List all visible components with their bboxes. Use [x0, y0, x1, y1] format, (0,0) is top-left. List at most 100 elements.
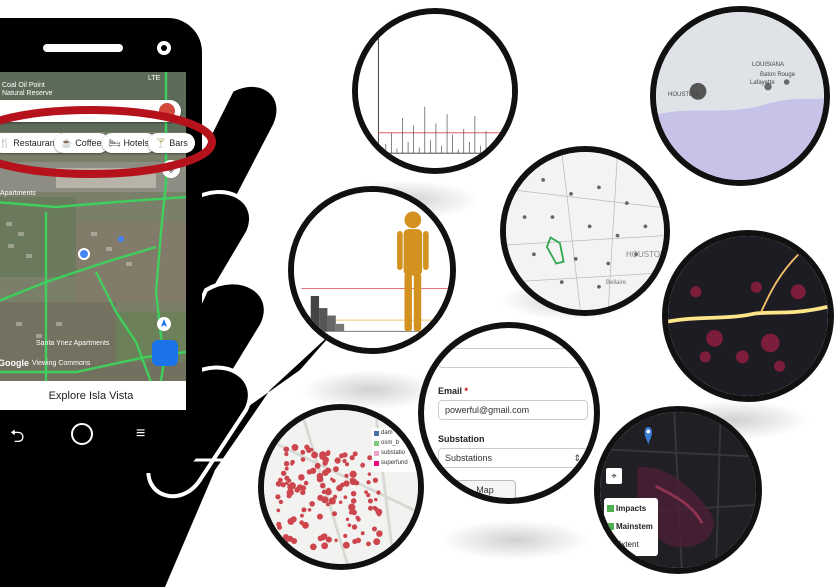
point-marker — [325, 451, 331, 457]
points-map — [264, 410, 418, 564]
point-marker — [280, 470, 287, 476]
point-marker — [360, 531, 365, 536]
highlight-ellipse — [0, 106, 216, 178]
legend-item: substatio — [381, 450, 406, 456]
circle-form[interactable]: Email * powerful@gmail.com Substation Su… — [418, 322, 600, 504]
google-logo: Google — [0, 358, 29, 368]
home-icon[interactable] — [71, 423, 93, 445]
point-marker — [342, 541, 350, 549]
point-marker — [300, 449, 306, 455]
layer-item-mainstem[interactable]: Mainstem — [607, 522, 653, 531]
layer-item-impacts[interactable]: Impacts — [607, 504, 646, 513]
point-marker — [286, 493, 292, 499]
point-marker — [367, 472, 372, 476]
point-marker — [301, 507, 307, 513]
point-marker — [372, 505, 377, 510]
point-marker — [321, 542, 329, 550]
point-marker — [366, 541, 371, 547]
map-button[interactable]: Map — [454, 480, 516, 498]
circle-layers-map[interactable]: ⌖ Impacts Mainstem Extent — [594, 406, 762, 574]
point-marker — [290, 459, 295, 465]
checkbox-checked-icon[interactable] — [607, 505, 614, 512]
coffee-icon: ☕ — [61, 137, 73, 148]
point-marker — [322, 460, 328, 466]
point-marker — [371, 526, 377, 532]
chip-coffee[interactable]: ☕ Coffee — [54, 133, 109, 153]
point-marker — [306, 469, 313, 475]
directions-fab[interactable] — [152, 340, 178, 366]
name-field[interactable] — [438, 348, 588, 368]
chip-label: Hotels — [123, 138, 149, 148]
circle-points-map: dam osm_b substatio superfund — [258, 404, 424, 570]
point-marker — [319, 482, 326, 489]
network-status: LTE — [148, 75, 161, 82]
chip-label: Coffee — [75, 138, 102, 148]
front-camera-icon — [157, 41, 171, 55]
layer-item-extent[interactable]: Extent — [607, 540, 639, 549]
point-marker — [288, 482, 296, 490]
circle-heat-map — [662, 230, 834, 402]
chip-bars[interactable]: 🍸 Bars — [148, 133, 195, 153]
layer-label: Impacts — [616, 504, 647, 513]
point-marker — [283, 461, 290, 467]
point-marker — [300, 457, 306, 462]
point-marker — [287, 517, 295, 525]
point-marker — [287, 478, 292, 483]
shadow — [440, 520, 590, 560]
chip-restaurants[interactable]: 🍴 Restaurants — [0, 133, 69, 153]
map-label: Baton Rouge — [760, 72, 796, 78]
email-field[interactable]: powerful@gmail.com — [438, 400, 588, 420]
layer-label: Extent — [616, 540, 639, 549]
point-marker — [316, 513, 323, 520]
point-marker — [321, 489, 327, 495]
point-marker — [349, 455, 355, 461]
map-label-commons: Viewing Commons — [32, 360, 91, 367]
point-marker — [355, 515, 360, 520]
locate-button[interactable]: ⌖ — [606, 468, 622, 484]
point-marker — [367, 498, 373, 504]
map-label-bellaire: Bellaire — [606, 280, 627, 286]
point-marker — [350, 498, 357, 504]
point-marker — [325, 489, 332, 496]
chip-hotels[interactable]: 🛏 Hotels — [102, 133, 156, 153]
point-marker — [366, 480, 371, 485]
point-marker — [328, 497, 336, 505]
heat-map — [668, 236, 828, 396]
point-marker — [316, 475, 324, 483]
point-marker — [322, 469, 329, 476]
point-marker — [360, 462, 366, 468]
point-marker — [352, 451, 358, 457]
point-marker — [343, 533, 348, 539]
point-marker — [300, 489, 306, 496]
layer-control[interactable]: Impacts Mainstem Extent — [604, 498, 658, 556]
explore-bar[interactable]: Explore Isla Vista — [0, 381, 186, 410]
map-label: LOUISIANA — [752, 62, 785, 68]
chevron-down-icon: ⇕ — [573, 452, 581, 463]
substation-select[interactable]: Substations ⇕ — [438, 448, 588, 468]
point-marker — [323, 533, 327, 538]
point-marker — [291, 443, 299, 451]
fork-knife-icon: 🍴 — [0, 137, 11, 148]
point-marker — [347, 523, 352, 528]
recents-icon[interactable]: ≡ — [136, 425, 146, 442]
spike-chart — [358, 14, 512, 168]
legend-item: osm_b — [381, 440, 400, 446]
checkbox-icon[interactable] — [607, 541, 614, 548]
back-icon[interactable]: ⮌ — [10, 426, 25, 446]
checkbox-checked-icon[interactable] — [607, 523, 614, 530]
point-marker — [311, 451, 318, 459]
point-marker — [299, 520, 304, 525]
chip-label: Restaurants — [13, 138, 62, 148]
point-marker — [348, 503, 356, 511]
map-label: HOUSTON — [668, 92, 698, 98]
point-marker — [317, 535, 324, 542]
cocktail-icon: 🍸 — [155, 137, 167, 148]
map-label-santa-ynez: Santa Ynez Apartments — [36, 340, 110, 347]
point-marker — [349, 470, 357, 478]
point-marker — [283, 446, 290, 453]
email-label: Email * — [438, 386, 469, 396]
point-marker — [343, 480, 350, 487]
point-marker — [366, 493, 371, 498]
point-marker — [332, 511, 338, 517]
point-marker — [344, 473, 349, 478]
